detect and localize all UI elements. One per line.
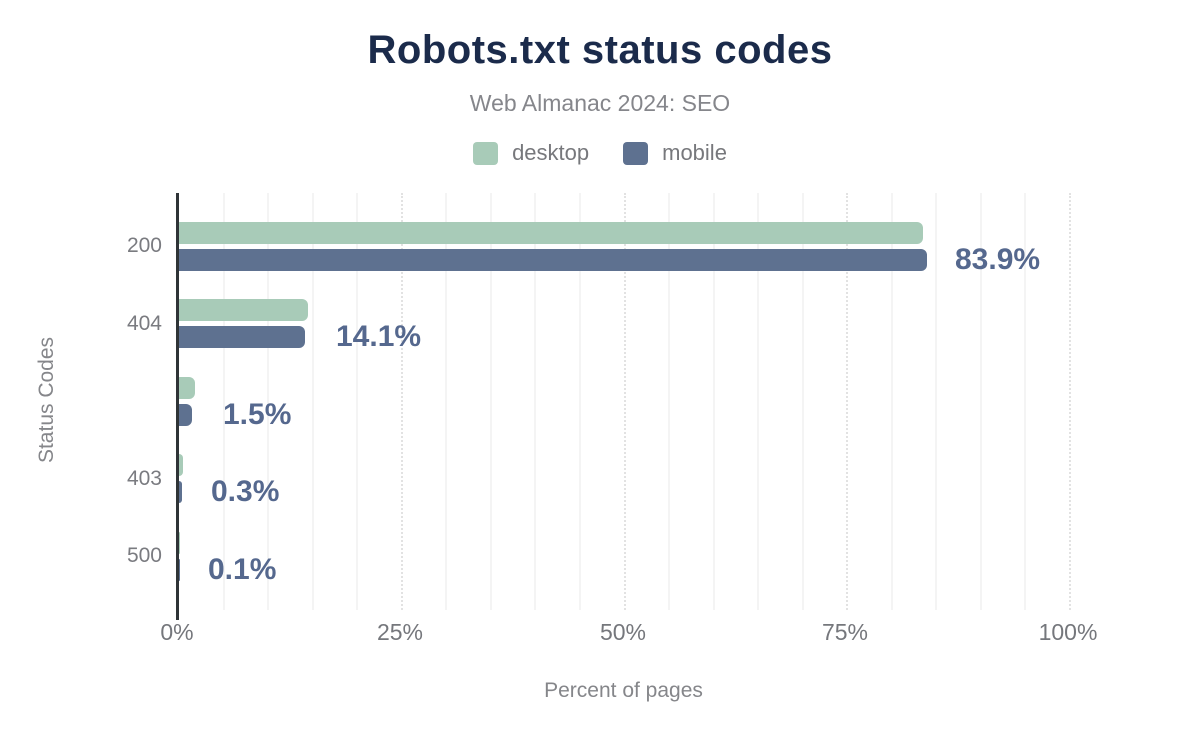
- y-tick-label: 403: [126, 466, 162, 490]
- minor-gridline: [668, 193, 670, 610]
- value-label: 0.1%: [208, 552, 277, 586]
- minor-gridline: [267, 193, 269, 610]
- minor-gridline: [713, 193, 715, 610]
- major-gridline: [1069, 193, 1071, 610]
- chart-subtitle: Web Almanac 2024: SEO: [469, 90, 731, 116]
- minor-gridline: [490, 193, 492, 610]
- bar-mobile-blank[interactable]: [179, 403, 192, 426]
- bar-mobile-500[interactable]: [179, 558, 180, 581]
- legend-item-mobile: mobile: [623, 140, 727, 166]
- chart-legend: desktop mobile: [0, 140, 1200, 166]
- chart-title: Robots.txt status codes: [367, 28, 833, 72]
- mobile-swatch-icon: [623, 141, 649, 165]
- minor-gridline: [802, 193, 804, 610]
- bar-mobile-403[interactable]: [179, 481, 182, 503]
- y-axis-title: Status Codes: [35, 336, 58, 464]
- x-tick-label: 25%: [376, 619, 424, 645]
- plot-area: [176, 193, 1071, 620]
- major-gridline: [401, 193, 403, 610]
- desktop-swatch-icon: [473, 141, 499, 165]
- minor-gridline: [1024, 193, 1026, 610]
- minor-gridline: [445, 193, 447, 610]
- y-tick-label: 404: [126, 311, 162, 335]
- minor-gridline: [757, 193, 759, 610]
- bar-desktop-403[interactable]: [179, 454, 183, 476]
- x-axis-title: Percent of pages: [544, 679, 703, 702]
- x-tick-label: 75%: [821, 619, 869, 645]
- y-tick-label: 200: [126, 234, 162, 257]
- bar-desktop-200[interactable]: [179, 221, 923, 244]
- x-tick-label: 50%: [599, 619, 647, 645]
- minor-gridline: [223, 193, 225, 610]
- x-tick-label: 100%: [1038, 619, 1098, 645]
- minor-gridline: [891, 193, 893, 610]
- legend-item-desktop: desktop: [473, 140, 589, 166]
- bar-desktop-500[interactable]: [179, 531, 180, 554]
- legend-label-mobile: mobile: [662, 140, 727, 165]
- y-tick-label: 500: [126, 544, 162, 567]
- legend-label-desktop: desktop: [512, 140, 590, 165]
- minor-gridline: [935, 193, 937, 610]
- minor-gridline: [980, 193, 982, 610]
- bar-mobile-200[interactable]: [179, 248, 927, 271]
- minor-gridline: [312, 193, 314, 610]
- minor-gridline: [356, 193, 358, 610]
- bar-mobile-404[interactable]: [179, 326, 305, 348]
- value-label: 0.3%: [211, 475, 280, 508]
- minor-gridline: [534, 193, 536, 610]
- bar-desktop-404[interactable]: [179, 299, 308, 321]
- value-label: 83.9%: [955, 242, 1041, 276]
- x-axis-zero-tick: [176, 610, 179, 620]
- major-gridline: [624, 193, 626, 610]
- major-gridline: [846, 193, 848, 610]
- x-tick-label: 0%: [160, 619, 194, 645]
- bar-desktop-blank[interactable]: [179, 376, 195, 399]
- value-label: 1.5%: [223, 397, 292, 431]
- value-label: 14.1%: [336, 320, 422, 353]
- minor-gridline: [579, 193, 581, 610]
